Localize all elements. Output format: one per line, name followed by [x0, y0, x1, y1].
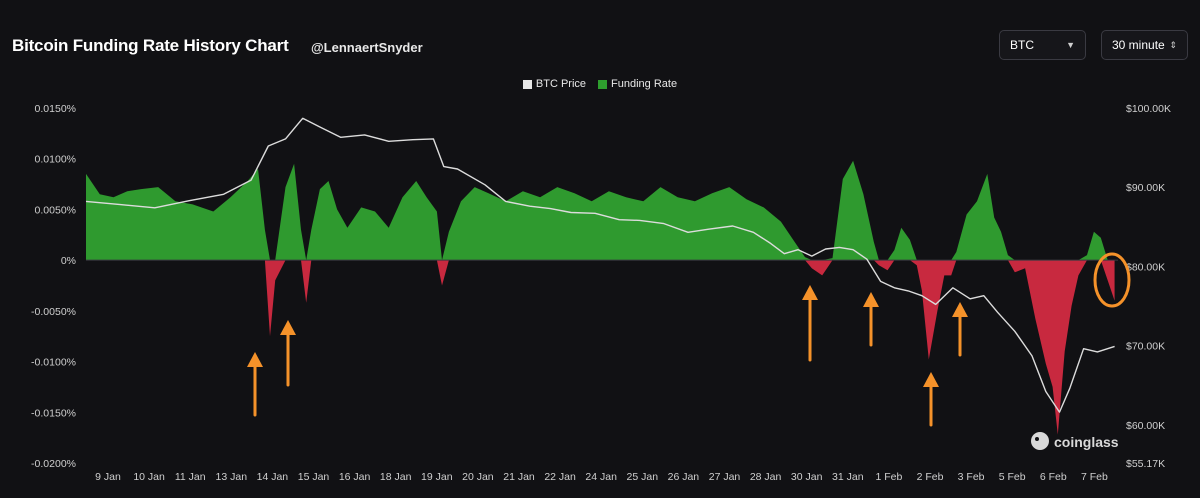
x-tick-label: 21 Jan [503, 471, 535, 483]
annotation-arrow-head [952, 302, 968, 317]
x-tick-label: 3 Feb [958, 471, 985, 483]
caret-down-icon: ▼ [1066, 40, 1075, 50]
x-tick-label: 15 Jan [298, 471, 330, 483]
coin-select-value: BTC [1010, 38, 1034, 52]
y-right-tick-label: $55.17K [1126, 458, 1165, 470]
annotation-arrow-head [247, 352, 263, 367]
logo-eye-icon [1035, 437, 1039, 441]
x-tick-label: 13 Jan [216, 471, 248, 483]
legend-swatch-funding [598, 79, 608, 89]
price-line-group [85, 117, 1115, 413]
x-tick-label: 5 Feb [999, 471, 1026, 483]
y-axis-left: 0.0150% 0.0100% 0.0050% 0% -0.0050% -0.0100% -… [31, 103, 76, 470]
x-tick-label: 22 Jan [544, 471, 576, 483]
watermark-text: coinglass [1054, 434, 1119, 450]
y-left-tick-label: -0.0100% [31, 357, 76, 369]
annotation-arrow-head [280, 320, 296, 335]
y-left-tick-label: -0.0050% [31, 306, 76, 318]
x-tick-label: 7 Feb [1081, 471, 1108, 483]
x-tick-label: 18 Jan [380, 471, 412, 483]
legend-item-price[interactable]: BTC Price [522, 78, 587, 90]
y-left-tick-label: 0.0100% [35, 154, 76, 166]
x-tick-label: 16 Jan [339, 471, 371, 483]
y-left-tick-label: 0.0150% [35, 103, 76, 115]
interval-select-value: 30 minute [1112, 38, 1165, 52]
x-tick-label: 6 Feb [1040, 471, 1067, 483]
chart-title: Bitcoin Funding Rate History Chart [12, 36, 289, 55]
y-right-tick-label: $90.00K [1126, 182, 1165, 194]
x-axis: 9 Jan 10 Jan 11 Jan 13 Jan 14 Jan 15 Jan 16 Ja… [95, 471, 1108, 483]
legend-label-price: BTC Price [535, 78, 587, 90]
x-tick-label: 20 Jan [462, 471, 494, 483]
y-right-tick-label: $60.00K [1126, 420, 1165, 432]
x-tick-label: 25 Jan [627, 471, 659, 483]
x-tick-label: 19 Jan [421, 471, 453, 483]
y-left-tick-label: 0.0050% [35, 204, 76, 216]
annotation-circle [1093, 252, 1131, 308]
legend-label-funding: Funding Rate [611, 78, 678, 90]
x-tick-label: 30 Jan [791, 471, 823, 483]
x-tick-label: 2 Feb [917, 471, 944, 483]
stepper-icon: ⇕ [1169, 39, 1177, 50]
author-handle: @LennaertSnyder [311, 40, 423, 55]
x-tick-label: 10 Jan [133, 471, 165, 483]
btc-price-line [85, 117, 1115, 413]
y-left-tick-label: 0% [61, 255, 76, 267]
y-left-tick-label: -0.0150% [31, 407, 76, 419]
watermark: coinglass [1031, 432, 1119, 450]
y-right-tick-label: $100.00K [1126, 103, 1171, 115]
x-tick-label: 31 Jan [832, 471, 864, 483]
positive-area-group [86, 160, 1115, 261]
x-tick-label: 27 Jan [709, 471, 741, 483]
x-tick-label: 24 Jan [585, 471, 617, 483]
x-tick-label: 26 Jan [668, 471, 700, 483]
x-tick-label: 9 Jan [95, 471, 121, 483]
x-tick-label: 28 Jan [750, 471, 782, 483]
y-left-tick-label: -0.0200% [31, 458, 76, 470]
legend-item-funding[interactable]: Funding Rate [598, 78, 677, 90]
annotation-arrow-head [802, 285, 818, 300]
annotation-group [247, 252, 1131, 427]
x-tick-label: 14 Jan [257, 471, 289, 483]
x-tick-label: 1 Feb [875, 471, 902, 483]
annotation-arrow-head [863, 292, 879, 307]
interval-select[interactable]: 30 minute ⇕ [1101, 30, 1188, 60]
funding-rate-positive-area [86, 160, 1115, 261]
chart-legend: BTC Price Funding Rate [0, 78, 1200, 90]
legend-swatch-price [522, 79, 532, 89]
coinglass-logo-icon [1031, 432, 1049, 450]
y-right-tick-label: $80.00K [1126, 261, 1165, 273]
y-axis-right: $100.00K $90.00K $80.00K $70.00K $60.00K $55.… [1126, 103, 1171, 470]
x-tick-label: 11 Jan [175, 471, 206, 483]
annotation-arrow-head [923, 372, 939, 387]
y-right-tick-label: $70.00K [1126, 341, 1165, 353]
coin-select[interactable]: BTC ▼ [999, 30, 1086, 60]
